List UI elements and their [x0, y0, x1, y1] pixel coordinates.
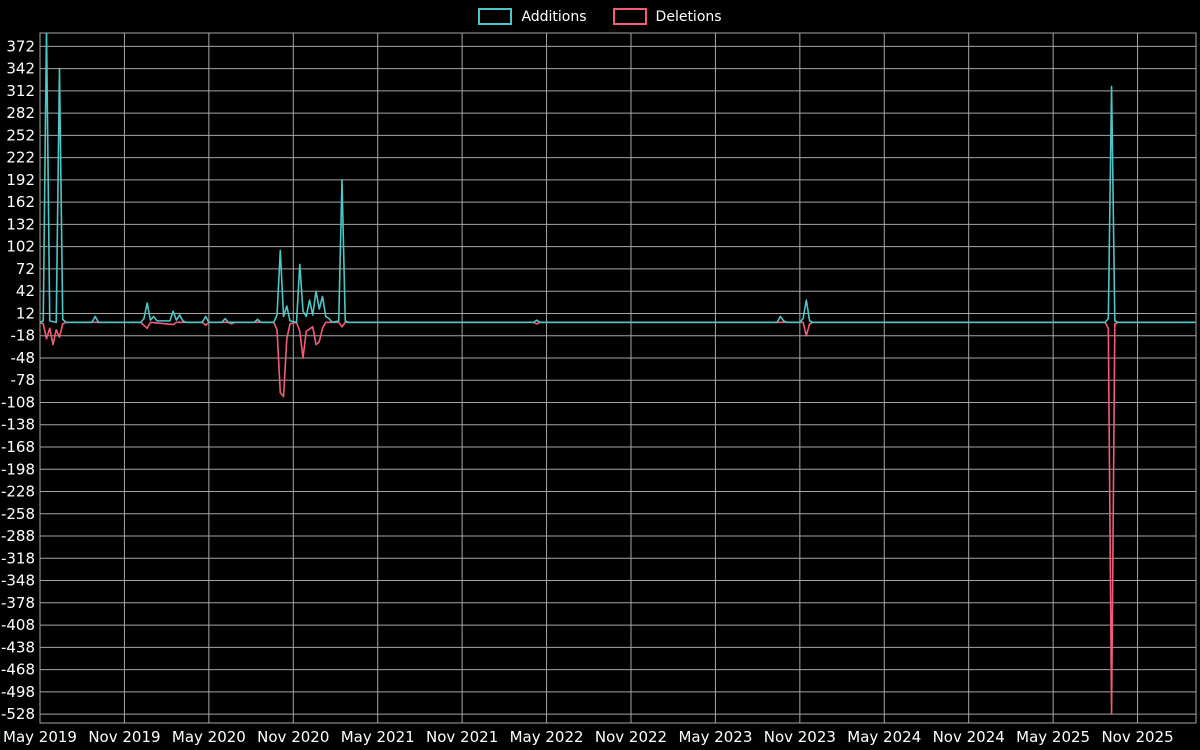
- y-tick-label: -258: [1, 505, 35, 523]
- deletions-swatch-icon: [612, 8, 647, 25]
- x-tick-label: Nov 2022: [595, 728, 667, 746]
- y-tick-label: 192: [6, 171, 35, 189]
- additions-swatch-icon: [478, 8, 513, 25]
- x-tick-label: Nov 2021: [426, 728, 498, 746]
- y-tick-label: -108: [1, 393, 35, 411]
- y-tick-label: -48: [11, 349, 36, 367]
- y-tick-label: 42: [16, 282, 35, 300]
- y-tick-label: 282: [6, 104, 35, 122]
- y-tick-label: -468: [1, 661, 35, 679]
- y-tick-label: -168: [1, 438, 35, 456]
- y-tick-label: 252: [6, 126, 35, 144]
- x-tick-label: Nov 2020: [257, 728, 329, 746]
- x-tick-label: May 2022: [510, 728, 584, 746]
- x-tick-label: Nov 2019: [88, 728, 160, 746]
- y-tick-label: 312: [6, 82, 35, 100]
- y-tick-label: 12: [16, 304, 35, 322]
- x-tick-label: May 2020: [172, 728, 246, 746]
- y-tick-label: -408: [1, 616, 35, 634]
- y-tick-label: 342: [6, 60, 35, 78]
- y-tick-label: 102: [6, 238, 35, 256]
- legend-label-additions: Additions: [521, 8, 587, 25]
- plot-border: [39, 32, 1197, 724]
- y-tick-label: -288: [1, 527, 35, 545]
- y-tick-label: 222: [6, 149, 35, 167]
- x-tick-label: May 2024: [847, 728, 921, 746]
- x-tick-label: Nov 2023: [764, 728, 836, 746]
- y-tick-label: -318: [1, 549, 35, 567]
- y-tick-label: -228: [1, 483, 35, 501]
- chart-legend: Additions Deletions: [0, 8, 1200, 25]
- legend-label-deletions: Deletions: [655, 8, 722, 25]
- x-tick-label: Nov 2024: [933, 728, 1005, 746]
- y-tick-label: 132: [6, 215, 35, 233]
- y-tick-label: 72: [16, 260, 35, 278]
- y-tick-label: -18: [11, 327, 36, 345]
- y-tick-label: 162: [6, 193, 35, 211]
- x-tick-label: May 2023: [678, 728, 752, 746]
- y-tick-label: -138: [1, 416, 35, 434]
- x-tick-label: Nov 2025: [1101, 728, 1173, 746]
- x-tick-label: May 2019: [3, 728, 77, 746]
- y-tick-label: -198: [1, 460, 35, 478]
- series-line-additions: [40, 33, 1196, 324]
- y-tick-label: -348: [1, 572, 35, 590]
- y-tick-label: -498: [1, 683, 35, 701]
- y-tick-label: -378: [1, 594, 35, 612]
- legend-item-deletions[interactable]: Deletions: [612, 8, 722, 25]
- legend-item-additions[interactable]: Additions: [478, 8, 587, 25]
- y-tick-label: -438: [1, 638, 35, 656]
- x-tick-label: May 2021: [341, 728, 415, 746]
- y-tick-label: -78: [11, 371, 36, 389]
- y-tick-label: -528: [1, 705, 35, 723]
- x-tick-label: May 2025: [1016, 728, 1090, 746]
- y-tick-label: 372: [6, 37, 35, 55]
